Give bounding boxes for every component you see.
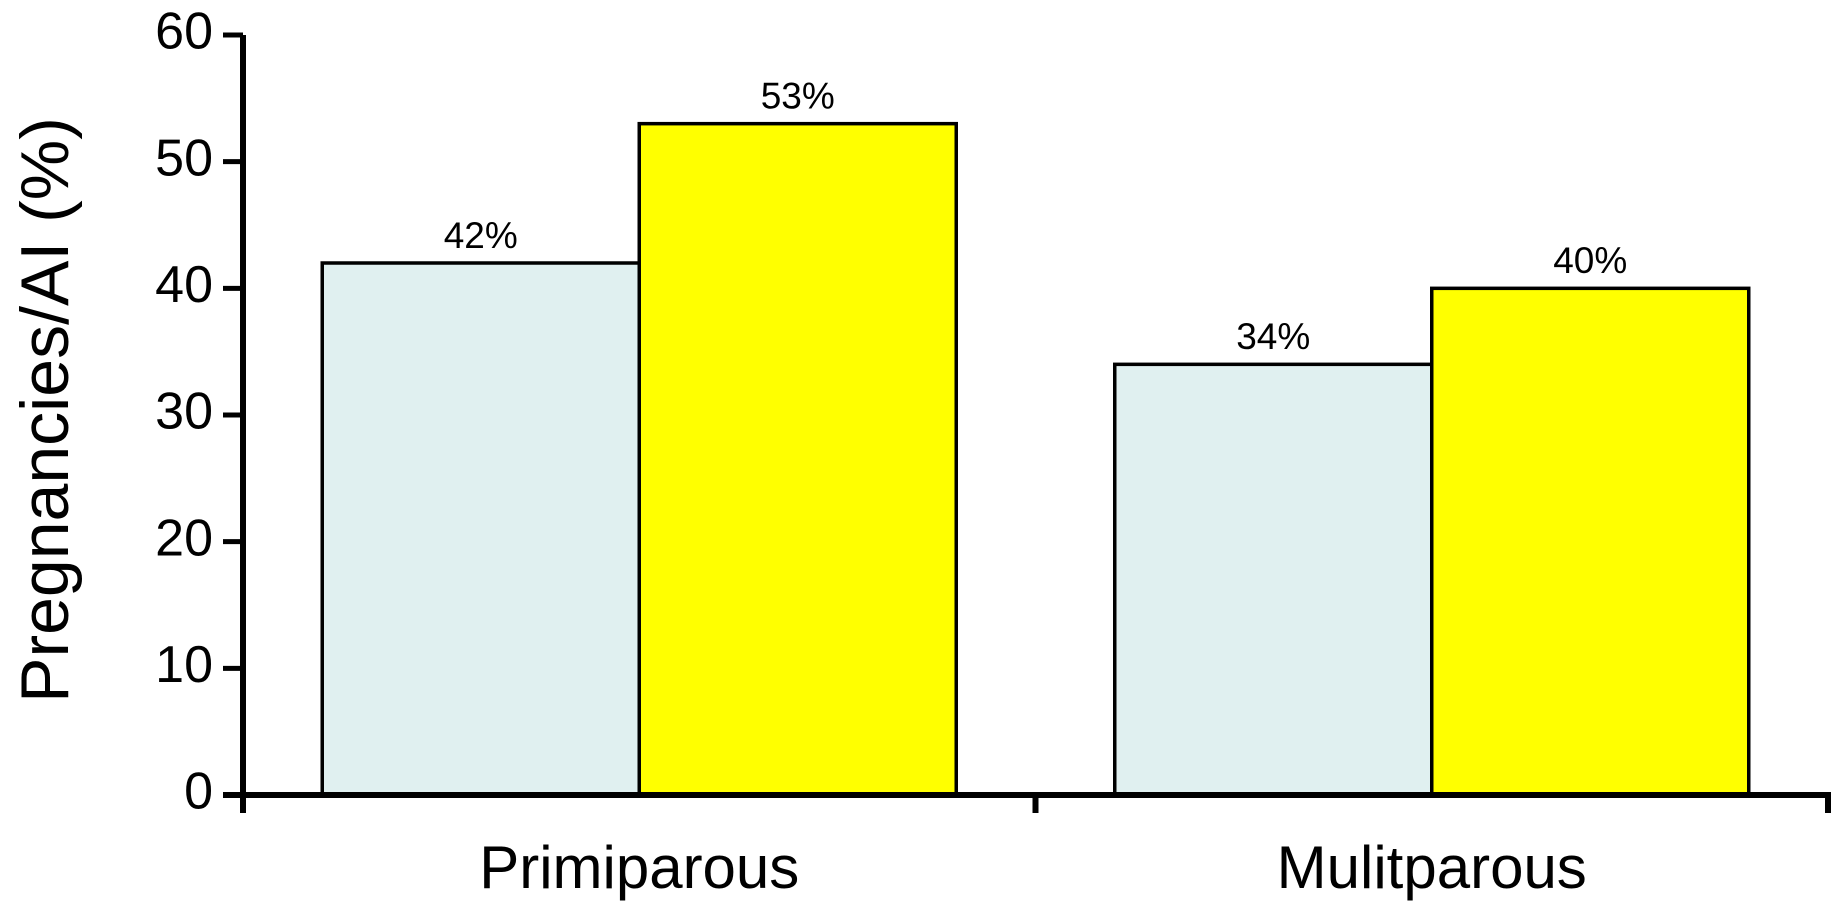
x-tick-label: Mulitparous: [1277, 834, 1587, 901]
value-label: 42%: [444, 215, 518, 256]
bar: [637, 121, 958, 797]
y-tick-label: 60: [155, 3, 213, 61]
y-tick-label: 30: [155, 383, 213, 441]
bar: [320, 261, 641, 797]
bar: [1113, 362, 1434, 797]
value-label: 53%: [761, 75, 835, 116]
y-tick-label: 40: [155, 256, 213, 314]
bar: [1430, 286, 1751, 797]
value-label: 40%: [1553, 240, 1627, 281]
x-tick-label: Primiparous: [479, 834, 799, 901]
y-tick-label: 50: [155, 129, 213, 187]
y-tick-label: 10: [155, 636, 213, 694]
y-axis-label: Pregnancies/AI (%): [7, 117, 83, 703]
value-label: 34%: [1236, 316, 1310, 357]
y-tick-label: 0: [184, 763, 213, 821]
y-tick-label: 20: [155, 509, 213, 567]
